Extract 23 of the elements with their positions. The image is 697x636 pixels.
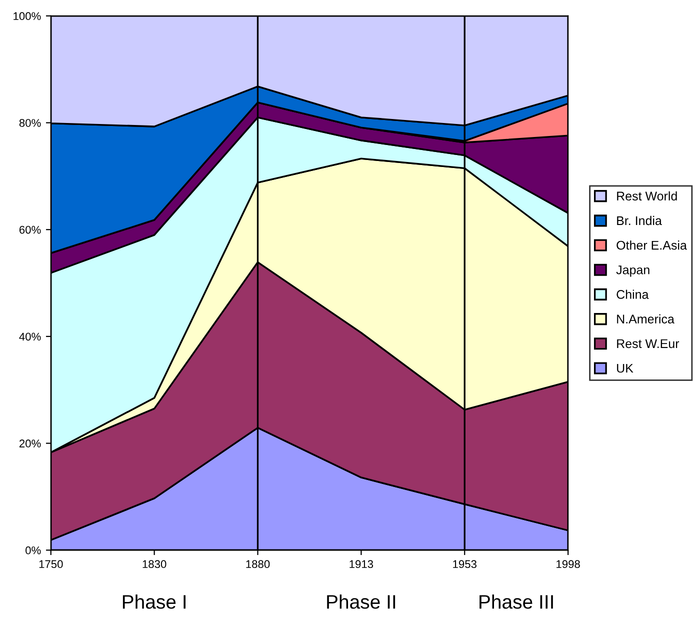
legend-label: Other E.Asia (616, 240, 687, 250)
legend-label: N.America (617, 314, 674, 324)
x-tick-label: 1750 (39, 560, 63, 568)
y-tick-label: 80% (19, 119, 41, 127)
legend-label: Rest World (617, 191, 677, 201)
text: Phase III (480, 594, 553, 609)
legend-label: Br. India (617, 216, 662, 226)
x-tick-label: 1998 (556, 560, 580, 568)
text: Phase II (327, 594, 396, 609)
legend-label: Rest W.Eur (617, 339, 680, 348)
y-tick-label: 60% (19, 226, 41, 234)
x-tick-label: 1880 (246, 560, 270, 568)
y-tick-label: 20% (19, 440, 41, 448)
y-tick-label: 0% (26, 546, 41, 554)
legend-label: China (616, 290, 649, 299)
text: Phase I (122, 594, 186, 609)
legend-label: UK (617, 364, 634, 373)
x-tick-label: 1913 (350, 560, 374, 568)
y-tick-label: 40% (19, 332, 41, 341)
legend-label: Japan (616, 266, 650, 277)
x-tick-label: 1953 (453, 560, 476, 568)
x-tick-label: 1830 (142, 560, 166, 568)
y-tick-label: 100% (14, 12, 41, 20)
